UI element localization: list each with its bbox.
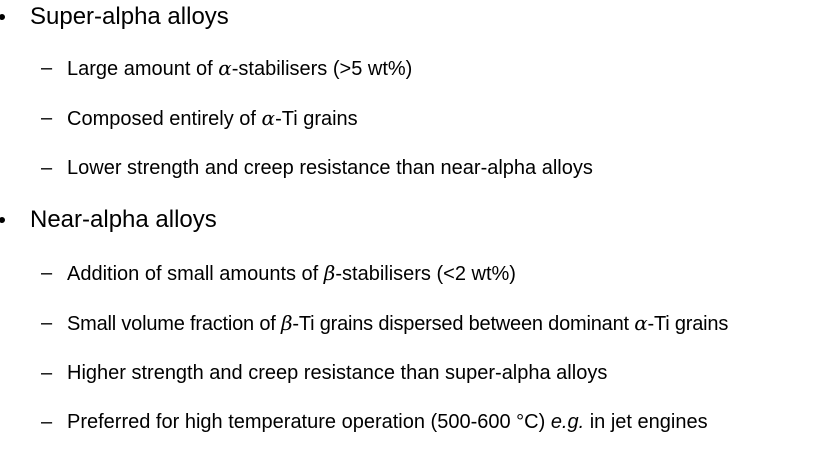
sub-item-text: Small volume fraction of β-Ti grains dis… xyxy=(67,311,729,335)
sub-item-text: Lower strength and creep resistance than… xyxy=(67,157,593,179)
dash-icon: – xyxy=(41,157,53,179)
bullet-dot-icon xyxy=(0,217,5,223)
sub-item-text: Large amount of α-stabilisers (>5 wt%) xyxy=(67,56,413,80)
sub-item-text: Higher strength and creep resistance tha… xyxy=(67,362,608,384)
sub-item-text: Composed entirely of α-Ti grains xyxy=(67,106,358,130)
dash-icon: – xyxy=(41,411,53,433)
bullet-dot-icon xyxy=(0,14,5,20)
dash-icon: – xyxy=(41,362,53,384)
dash-icon: – xyxy=(41,107,53,129)
dash-icon: – xyxy=(41,57,53,79)
heading-super-alpha: Super-alpha alloys xyxy=(30,3,229,30)
sub-item-text: Preferred for high temperature operation… xyxy=(67,411,708,433)
heading-near-alpha: Near-alpha alloys xyxy=(30,206,217,233)
dash-icon: – xyxy=(41,312,53,334)
sub-item-text: Addition of small amounts of β-stabilise… xyxy=(67,261,516,285)
dash-icon: – xyxy=(41,262,53,284)
